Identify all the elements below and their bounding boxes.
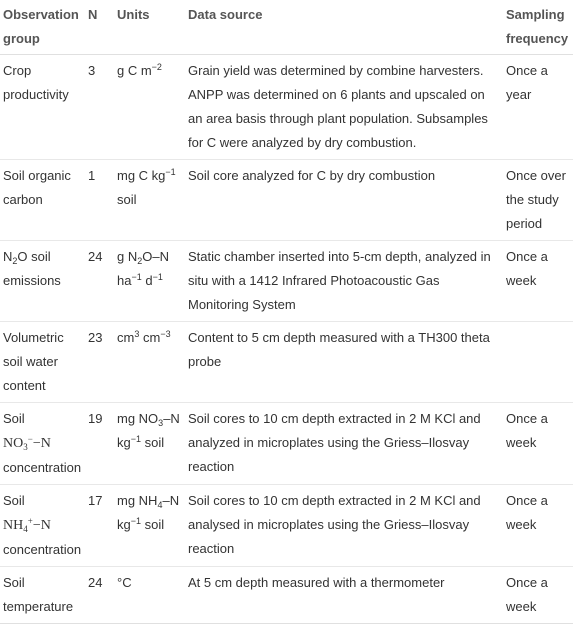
cell-sampling-frequency: Once a year bbox=[503, 54, 573, 160]
cell-units: cm3 cm−3 bbox=[114, 321, 185, 403]
cell-units: g N2O–N ha−1 d−1 bbox=[114, 240, 185, 322]
cell-n: 1 bbox=[85, 159, 114, 241]
cell-sampling-frequency: Once a week bbox=[503, 240, 573, 322]
table-row: Volumetric soil water content 23 cm3 cm−… bbox=[0, 321, 573, 403]
cell-observation-group: Soil NO3−−N concentration bbox=[0, 402, 85, 485]
table-row: N2O soil emissions 24 g N2O–N ha−1 d−1 S… bbox=[0, 240, 573, 322]
cell-units: g C m−2 bbox=[114, 54, 185, 160]
cell-observation-group: Soil organic carbon bbox=[0, 159, 85, 241]
cell-sampling-frequency: Once a week bbox=[503, 484, 573, 567]
cell-units: mg C kg−1 soil bbox=[114, 159, 185, 241]
header-n: N bbox=[85, 0, 114, 55]
header-data-source: Data source bbox=[185, 0, 503, 55]
cell-n: 24 bbox=[85, 566, 114, 624]
cell-sampling-frequency: Once over the study period bbox=[503, 159, 573, 241]
cell-data-source: At 5 cm depth measured with a thermomete… bbox=[185, 566, 503, 624]
cell-units: mg NH4–N kg−1 soil bbox=[114, 484, 185, 567]
cell-units: °C bbox=[114, 566, 185, 624]
cell-data-source: Soil cores to 10 cm depth extracted in 2… bbox=[185, 484, 503, 567]
cell-n: 19 bbox=[85, 402, 114, 485]
header-sampling-frequency: Sampling frequency bbox=[503, 0, 573, 55]
header-observation-group: Observation group bbox=[0, 0, 85, 55]
cell-data-source: Content to 5 cm depth measured with a TH… bbox=[185, 321, 503, 403]
header-row: Observation group N Units Data source Sa… bbox=[0, 0, 573, 55]
cell-sampling-frequency bbox=[503, 321, 573, 403]
table-row: Soil organic carbon 1 mg C kg−1 soil Soi… bbox=[0, 159, 573, 241]
table-row: Soil temperature 24 °C At 5 cm depth mea… bbox=[0, 566, 573, 624]
cell-units: mg NO3–N kg−1 soil bbox=[114, 402, 185, 485]
cell-observation-group: Crop productivity bbox=[0, 54, 85, 160]
table-row: Soil NH4+−N concentration 17 mg NH4–N kg−1… bbox=[0, 484, 573, 567]
cell-sampling-frequency: Once a week bbox=[503, 402, 573, 485]
cell-data-source: Soil core analyzed for C by dry combusti… bbox=[185, 159, 503, 241]
cell-observation-group: Soil temperature bbox=[0, 566, 85, 624]
cell-sampling-frequency: Once a week bbox=[503, 566, 573, 624]
cell-n: 17 bbox=[85, 484, 114, 567]
cell-data-source: Static chamber inserted into 5-cm depth,… bbox=[185, 240, 503, 322]
cell-data-source: Soil cores to 10 cm depth extracted in 2… bbox=[185, 402, 503, 485]
cell-n: 23 bbox=[85, 321, 114, 403]
cell-observation-group: N2O soil emissions bbox=[0, 240, 85, 322]
cell-n: 24 bbox=[85, 240, 114, 322]
cell-n: 3 bbox=[85, 54, 114, 160]
cell-observation-group: Soil NH4+−N concentration bbox=[0, 484, 85, 567]
cell-observation-group: Volumetric soil water content bbox=[0, 321, 85, 403]
cell-data-source: Grain yield was determined by combine ha… bbox=[185, 54, 503, 160]
table-row: Crop productivity 3 g C m−2 Grain yield … bbox=[0, 54, 573, 160]
header-units: Units bbox=[114, 0, 185, 55]
table-row: Soil NO3−−N concentration 19 mg NO3–N kg−1… bbox=[0, 402, 573, 485]
